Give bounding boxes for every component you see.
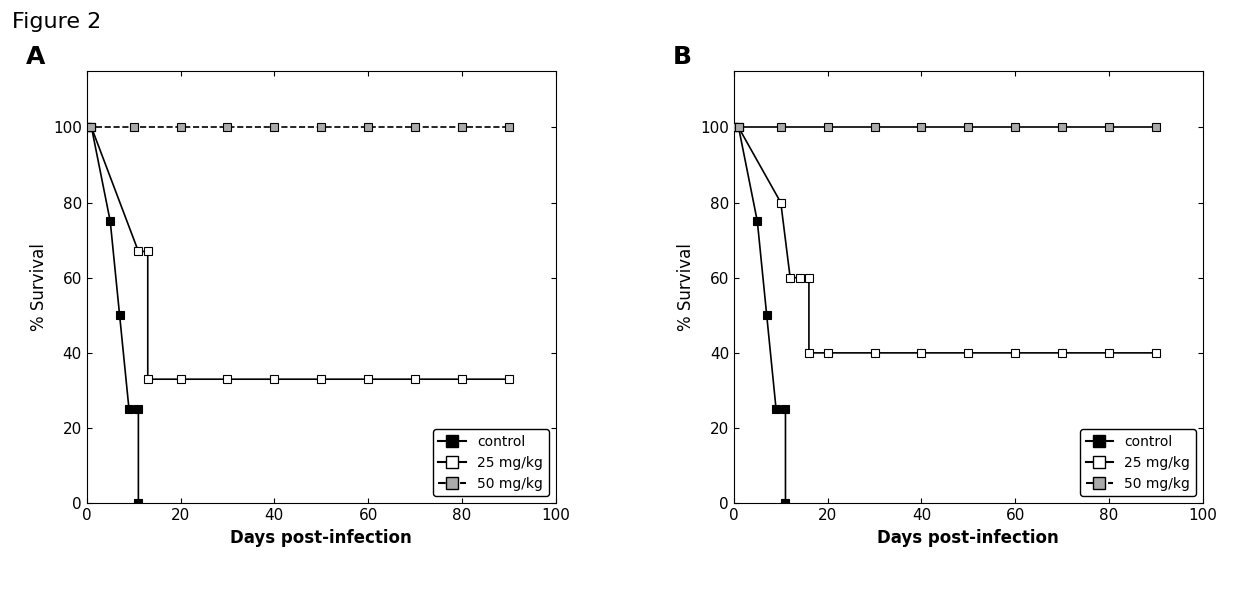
Text: B: B: [673, 45, 692, 69]
Text: Figure 2: Figure 2: [12, 12, 102, 32]
Legend: control, 25 mg/kg, 50 mg/kg: control, 25 mg/kg, 50 mg/kg: [1080, 429, 1195, 496]
Y-axis label: % Survival: % Survival: [30, 243, 47, 331]
Legend: control, 25 mg/kg, 50 mg/kg: control, 25 mg/kg, 50 mg/kg: [433, 429, 549, 496]
X-axis label: Days post-infection: Days post-infection: [231, 529, 412, 546]
Y-axis label: % Survival: % Survival: [677, 243, 694, 331]
Text: A: A: [26, 45, 45, 69]
X-axis label: Days post-infection: Days post-infection: [878, 529, 1059, 546]
